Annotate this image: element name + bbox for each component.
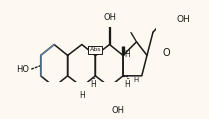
Text: H: H xyxy=(79,91,85,100)
Text: O: O xyxy=(163,48,170,58)
Text: OH: OH xyxy=(177,15,191,24)
Text: H: H xyxy=(133,77,138,83)
Text: H: H xyxy=(124,50,130,59)
Text: Abs: Abs xyxy=(90,47,101,52)
Text: HO: HO xyxy=(16,64,29,74)
Text: $\bar{\mathrm{H}}$: $\bar{\mathrm{H}}$ xyxy=(124,77,131,90)
Text: $\bar{\mathrm{H}}$: $\bar{\mathrm{H}}$ xyxy=(90,77,97,90)
Text: OH: OH xyxy=(111,106,124,115)
Text: OH: OH xyxy=(103,13,116,22)
